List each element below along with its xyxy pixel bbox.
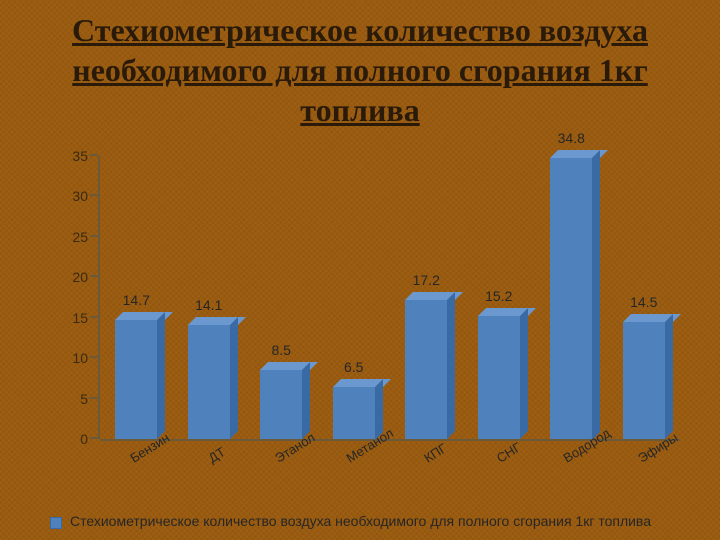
y-tick-label: 35 bbox=[72, 148, 88, 164]
bar-value-label: 8.5 bbox=[272, 342, 291, 358]
bar: 14.1ДТ bbox=[188, 325, 230, 439]
plot-area: 0510152025303514.7Бензин14.1ДТ8.5Этанол6… bbox=[100, 156, 680, 439]
y-tick-label: 20 bbox=[72, 269, 88, 285]
bar: 14.5Эфиры bbox=[623, 322, 665, 439]
bar-front bbox=[405, 300, 447, 439]
bar-front bbox=[550, 158, 592, 440]
bar-side bbox=[520, 308, 528, 439]
bar-front bbox=[260, 370, 302, 439]
y-tick bbox=[90, 397, 98, 399]
bar-side bbox=[447, 292, 455, 439]
bar-side bbox=[157, 312, 165, 439]
bar: 15.2СНГ bbox=[478, 316, 520, 439]
y-tick bbox=[90, 356, 98, 358]
chart-container: 0510152025303514.7Бензин14.1ДТ8.5Этанол6… bbox=[30, 136, 690, 509]
y-axis bbox=[98, 156, 100, 439]
y-tick bbox=[90, 316, 98, 318]
bar-value-label: 14.7 bbox=[123, 292, 150, 308]
y-tick bbox=[90, 437, 98, 439]
bar: 17.2КПГ bbox=[405, 300, 447, 439]
x-tick-label: ДТ bbox=[205, 444, 227, 466]
y-tick-label: 0 bbox=[80, 431, 88, 447]
y-tick-label: 15 bbox=[72, 310, 88, 326]
bar: 6.5Метанол bbox=[333, 387, 375, 440]
bar-side bbox=[230, 317, 238, 439]
bar-front bbox=[188, 325, 230, 439]
bar-front bbox=[478, 316, 520, 439]
slide: Стехиометрическое количество воздуха нео… bbox=[0, 0, 720, 540]
bar-value-label: 6.5 bbox=[344, 359, 363, 375]
bar-value-label: 14.1 bbox=[195, 297, 222, 313]
y-tick bbox=[90, 275, 98, 277]
bar-front bbox=[115, 320, 157, 439]
bar-side bbox=[665, 314, 673, 439]
y-tick bbox=[90, 154, 98, 156]
bar-value-label: 17.2 bbox=[413, 272, 440, 288]
page-title: Стехиометрическое количество воздуха нео… bbox=[30, 10, 690, 130]
y-tick-label: 10 bbox=[72, 350, 88, 366]
legend-swatch bbox=[50, 517, 62, 529]
bar: 34.8Водород bbox=[550, 158, 592, 440]
x-tick-label: КПГ bbox=[421, 441, 449, 466]
bar-front bbox=[623, 322, 665, 439]
x-tick-label: СНГ bbox=[494, 440, 524, 466]
bar-value-label: 34.8 bbox=[558, 130, 585, 146]
bar: 14.7Бензин bbox=[115, 320, 157, 439]
y-tick bbox=[90, 194, 98, 196]
bar-side bbox=[302, 362, 310, 439]
y-tick bbox=[90, 235, 98, 237]
bar-value-label: 15.2 bbox=[485, 288, 512, 304]
legend: Стехиометрическое количество воздуха нео… bbox=[30, 513, 690, 530]
y-tick-label: 25 bbox=[72, 229, 88, 245]
bar-chart: 0510152025303514.7Бензин14.1ДТ8.5Этанол6… bbox=[30, 136, 690, 509]
bar-front bbox=[333, 387, 375, 440]
bar-value-label: 14.5 bbox=[630, 294, 657, 310]
bar: 8.5Этанол bbox=[260, 370, 302, 439]
y-tick-label: 30 bbox=[72, 188, 88, 204]
legend-label: Стехиометрическое количество воздуха нео… bbox=[70, 513, 670, 530]
y-tick-label: 5 bbox=[80, 391, 88, 407]
bar-side bbox=[592, 150, 600, 440]
